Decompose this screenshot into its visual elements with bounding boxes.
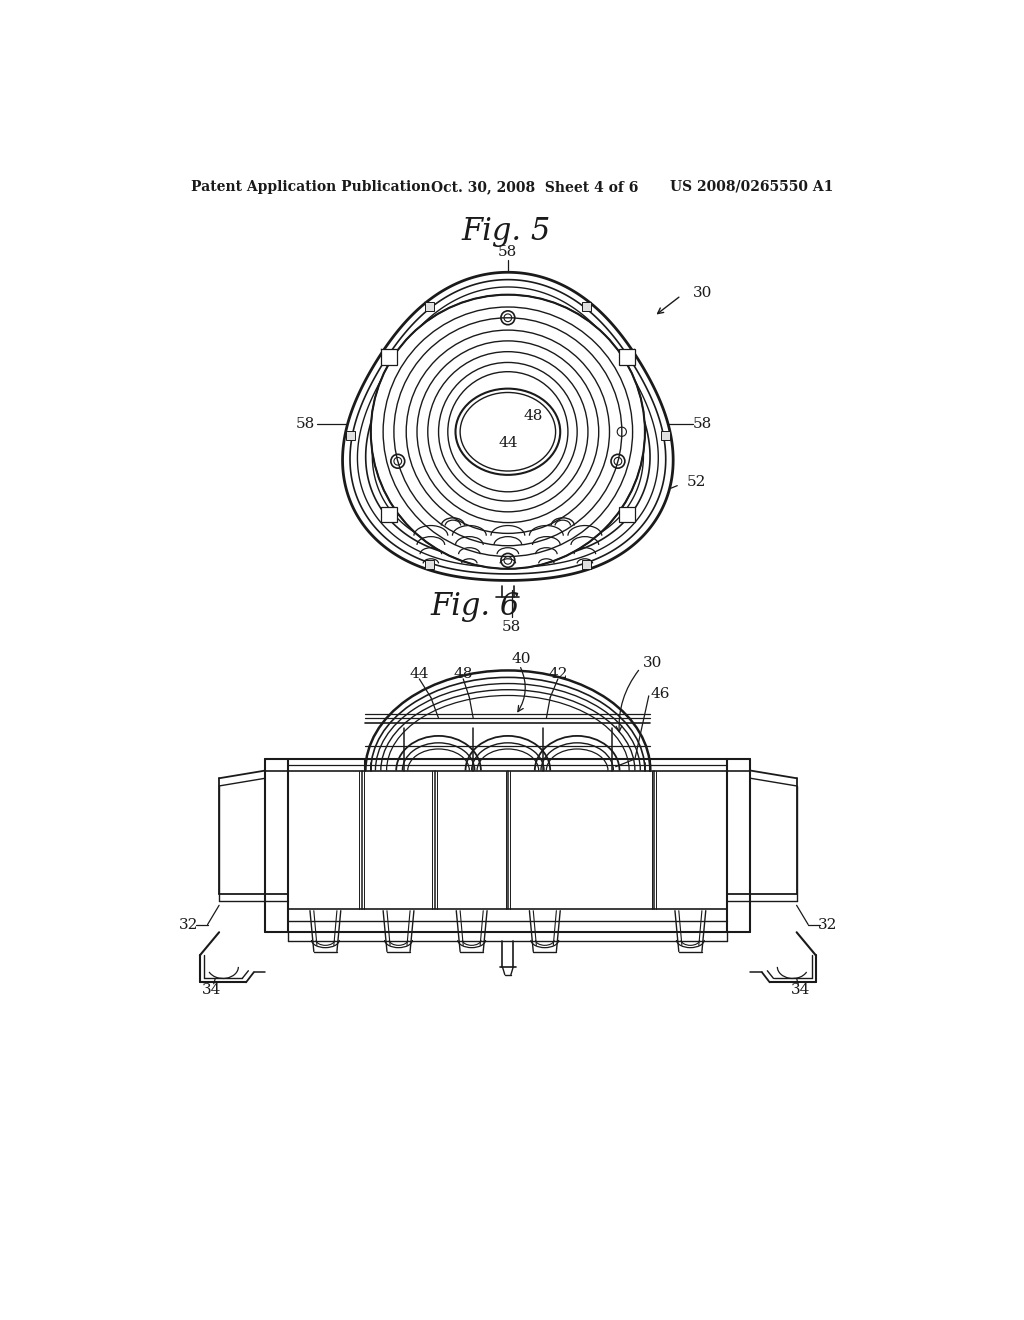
Text: US 2008/0265550 A1: US 2008/0265550 A1	[670, 180, 833, 194]
Text: 32: 32	[818, 917, 837, 932]
Text: 42: 42	[548, 668, 567, 681]
Circle shape	[371, 294, 645, 569]
Text: 32: 32	[178, 917, 198, 932]
Text: 30: 30	[692, 286, 712, 300]
Ellipse shape	[460, 392, 556, 471]
Text: 58: 58	[693, 417, 713, 432]
Text: 40: 40	[512, 652, 531, 665]
Polygon shape	[366, 296, 650, 560]
Bar	[582, 560, 591, 569]
Bar	[346, 430, 355, 441]
Text: Patent Application Publication: Patent Application Publication	[190, 180, 430, 194]
Bar	[620, 348, 635, 364]
Text: Oct. 30, 2008  Sheet 4 of 6: Oct. 30, 2008 Sheet 4 of 6	[431, 180, 638, 194]
Bar	[381, 348, 396, 364]
Polygon shape	[357, 286, 658, 568]
Text: 58: 58	[499, 246, 517, 259]
Text: 58: 58	[296, 417, 315, 432]
Bar	[620, 507, 635, 523]
Text: 48: 48	[454, 668, 473, 681]
Text: 46: 46	[650, 686, 670, 701]
Text: Fig. 5: Fig. 5	[462, 216, 551, 247]
Text: 52: 52	[686, 475, 706, 488]
Text: 48: 48	[523, 409, 543, 424]
Bar	[425, 560, 434, 569]
Bar	[660, 430, 670, 441]
Text: 58: 58	[502, 619, 521, 634]
Text: 34: 34	[202, 983, 221, 997]
Bar	[381, 507, 396, 523]
Text: 30: 30	[643, 656, 662, 669]
Ellipse shape	[456, 388, 560, 475]
Text: 44: 44	[498, 437, 517, 450]
Polygon shape	[373, 302, 643, 554]
Polygon shape	[343, 272, 673, 581]
Polygon shape	[350, 280, 666, 574]
Text: 44: 44	[410, 668, 429, 681]
Text: 34: 34	[791, 983, 810, 997]
Bar	[425, 302, 434, 312]
Text: Fig. 6: Fig. 6	[431, 591, 520, 622]
Bar	[582, 302, 591, 312]
